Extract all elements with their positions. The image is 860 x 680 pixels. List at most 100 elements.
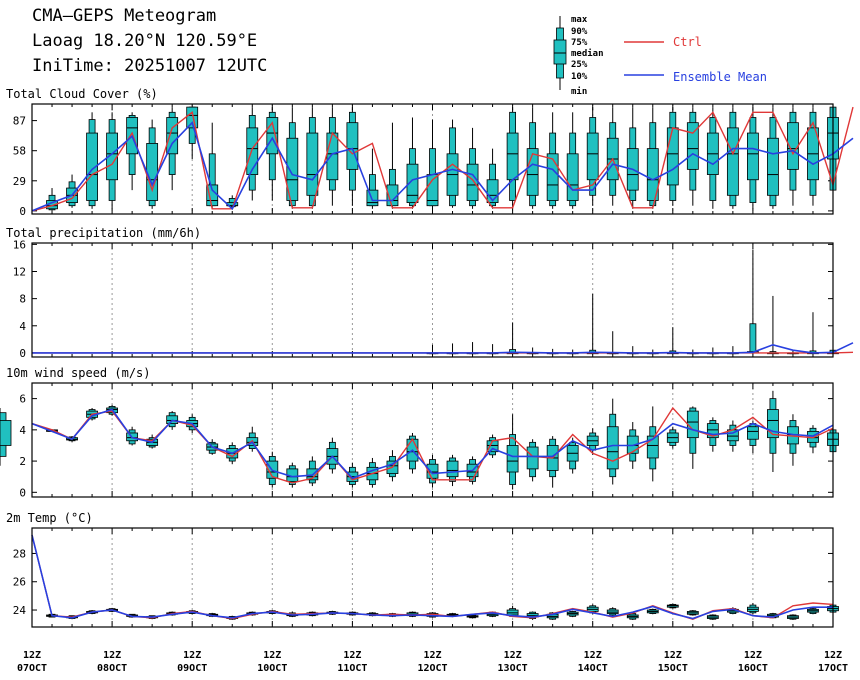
box-25-75	[86, 132, 98, 201]
box-25-75	[506, 132, 519, 181]
ensemble-box	[626, 612, 639, 620]
y-tick-label: 29	[13, 175, 26, 188]
ensemble-mean-line	[32, 342, 854, 354]
legend-box-label: 90%	[571, 27, 588, 37]
y-tick-label: 8	[19, 293, 26, 306]
ensemble-box	[606, 607, 619, 616]
ensemble-box	[586, 293, 599, 355]
x-tick-label-hour: 12Z	[744, 650, 762, 661]
panel-title: Total precipitation (mm/6h)	[6, 226, 201, 240]
box-10-90	[749, 323, 757, 354]
ctrl-line	[31, 534, 834, 620]
location-label: Laoag 18.20°N 120.59°E	[32, 31, 258, 51]
box-25-75	[186, 106, 199, 129]
box-25-75	[706, 423, 719, 439]
init-time-label: IniTime: 20251007 12UTC	[32, 56, 268, 76]
ensemble-box	[466, 342, 479, 355]
ensemble-box	[747, 420, 759, 454]
ensemble-box	[807, 425, 819, 454]
x-tick-label-date: 11OCT	[337, 663, 367, 674]
ensemble-box	[807, 312, 819, 355]
box-25-75	[526, 148, 539, 196]
ensemble-box	[706, 107, 719, 209]
x-tick-label-date: 09OCT	[177, 663, 207, 674]
ensemble-box	[686, 107, 699, 206]
ensemble-box	[526, 439, 539, 482]
panel-title: 10m wind speed (m/s)	[6, 366, 151, 380]
ensemble-box	[686, 406, 699, 469]
box-25-75	[0, 420, 12, 446]
panel-frame	[31, 242, 834, 358]
y-tick-label: 4	[19, 320, 26, 333]
legend-box-label: min	[571, 86, 587, 97]
ensemble-box	[686, 610, 699, 616]
ensemble-box	[666, 327, 679, 355]
legend-box-label: median	[571, 48, 604, 59]
legend-outer-box	[553, 39, 567, 65]
ensemble-box	[566, 112, 579, 209]
box-25-75	[346, 122, 359, 170]
ensemble-box	[526, 107, 539, 209]
x-tick-label-hour: 12Z	[343, 650, 361, 661]
ensemble-mean-line	[31, 408, 834, 480]
x-tick-label-hour: 12Z	[23, 650, 41, 661]
legend-mean-label: Ensemble Mean	[673, 70, 767, 84]
box-25-75	[506, 445, 519, 473]
x-tick-label-date: 07OCT	[17, 663, 47, 674]
ensemble-box	[606, 107, 619, 206]
ensemble-box	[546, 112, 559, 209]
ensemble-box	[666, 426, 679, 449]
box-25-75	[686, 410, 699, 439]
ensemble-box	[426, 119, 439, 209]
box-25-75	[286, 137, 299, 201]
ensemble-box	[566, 610, 579, 618]
legend-box-label: max	[571, 15, 588, 25]
ensemble-box	[326, 107, 339, 206]
y-tick-label: 0	[19, 486, 26, 499]
ensemble-box	[46, 188, 58, 211]
x-tick-label-hour: 12Z	[504, 650, 522, 661]
box-25-75	[747, 132, 759, 181]
ensemble-box	[626, 107, 639, 209]
ensemble-box	[506, 322, 519, 355]
y-tick-label: 26	[13, 576, 26, 589]
box-25-75	[406, 163, 419, 203]
y-tick-label: 6	[19, 393, 26, 406]
ensemble-box	[126, 426, 139, 446]
x-tick-label-date: 10OCT	[257, 663, 287, 674]
x-tick-label-date: 14OCT	[578, 663, 608, 674]
box-25-75	[747, 426, 759, 440]
box-25-75	[326, 132, 339, 181]
y-tick-label: 4	[19, 424, 26, 437]
x-tick-label-date: 17OCT	[818, 663, 848, 674]
box-25-75	[306, 132, 319, 196]
ensemble-box	[787, 414, 799, 466]
box-25-75	[166, 117, 179, 155]
y-tick-label: 0	[19, 347, 26, 360]
ensemble-box	[446, 454, 459, 487]
box-25-75	[646, 435, 659, 459]
ensemble-box	[86, 112, 98, 209]
ensemble-box	[506, 414, 519, 490]
x-tick-label-hour: 12Z	[103, 650, 121, 661]
ensemble-box	[146, 119, 159, 209]
ensemble-box	[726, 107, 739, 209]
box-25-75	[767, 409, 779, 439]
y-tick-label: 58	[13, 145, 26, 158]
ensemble-box	[126, 112, 139, 191]
ensemble-box	[747, 107, 759, 209]
box-25-75	[366, 189, 379, 207]
y-tick-label: 12	[13, 266, 26, 279]
y-tick-label: 28	[13, 547, 26, 560]
x-tick-label-hour: 12Z	[263, 650, 281, 661]
box-25-75	[767, 137, 779, 196]
legend-box-label: 10%	[571, 72, 588, 82]
box-25-75	[246, 127, 259, 175]
ensemble-box	[266, 107, 279, 201]
ensemble-box	[106, 112, 118, 209]
ensemble-mean-line	[31, 534, 833, 620]
meteogram-title: CMA—GEPS Meteogram	[32, 6, 217, 26]
x-tick-label-date: 08OCT	[97, 663, 127, 674]
ensemble-box	[787, 614, 799, 620]
y-tick-label: 2	[19, 455, 26, 468]
